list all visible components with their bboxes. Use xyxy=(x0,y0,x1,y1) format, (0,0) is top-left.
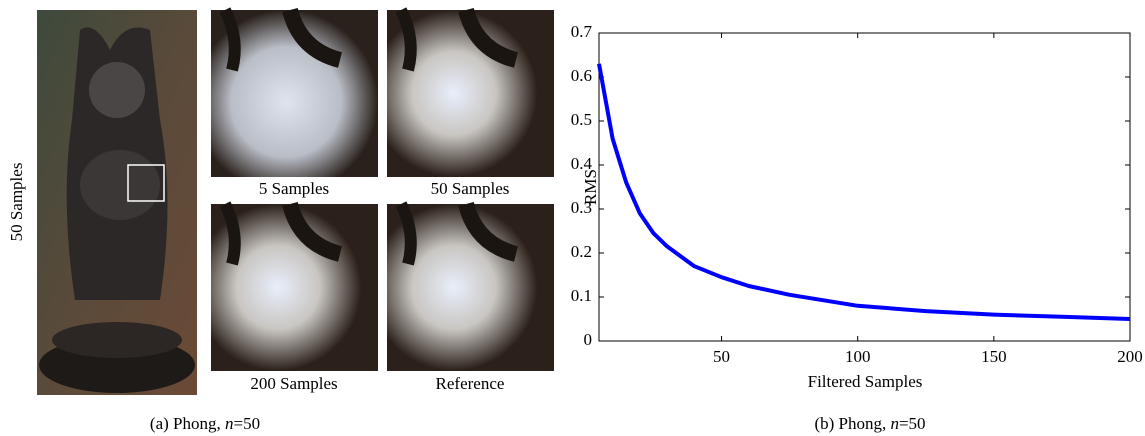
caption-var: n xyxy=(225,414,234,433)
caption-text: =50 xyxy=(233,414,260,433)
y-tick-label: 0 xyxy=(584,330,593,349)
thumb-caption: Reference xyxy=(436,374,505,393)
caption-text: =50 xyxy=(899,414,926,433)
thumb-5 xyxy=(211,7,378,177)
y-tick-label: 0.1 xyxy=(571,286,592,305)
thumb-caption: 200 Samples xyxy=(250,374,337,393)
caption-text: (b) Phong, xyxy=(814,414,890,433)
y-tick-label: 0.5 xyxy=(571,110,592,129)
caption: (b) Phong, n=50 xyxy=(814,414,925,433)
plot-frame xyxy=(598,32,1131,342)
y-tick-label: 0.4 xyxy=(571,154,593,173)
x-axis-label: Filtered Samples xyxy=(808,372,923,391)
y-axis-label: RMS xyxy=(581,169,600,205)
y-tick-label: 0.6 xyxy=(571,66,592,85)
x-tick-label: 50 xyxy=(713,347,730,366)
thumb-reference xyxy=(387,201,554,371)
caption: (a) Phong, n=50 xyxy=(150,414,260,433)
x-tick-label: 200 xyxy=(1117,347,1143,366)
y-tick-label: 0.7 xyxy=(571,22,593,41)
thumb-50 xyxy=(387,7,554,177)
caption-text: (a) Phong, xyxy=(150,414,225,433)
x-tick-label: 100 xyxy=(845,347,871,366)
thumb-caption: 5 Samples xyxy=(259,179,329,198)
thumb-caption: 50 Samples xyxy=(431,179,510,198)
x-tick-label: 150 xyxy=(981,347,1007,366)
y-tick-label: 0.2 xyxy=(571,242,592,261)
data-line xyxy=(597,63,1131,321)
statue-image xyxy=(37,10,197,395)
y-tick-label: 0.3 xyxy=(571,198,592,217)
caption-var: n xyxy=(890,414,899,433)
side-label: 50 Samples xyxy=(7,163,26,242)
thumb-200 xyxy=(211,201,378,371)
